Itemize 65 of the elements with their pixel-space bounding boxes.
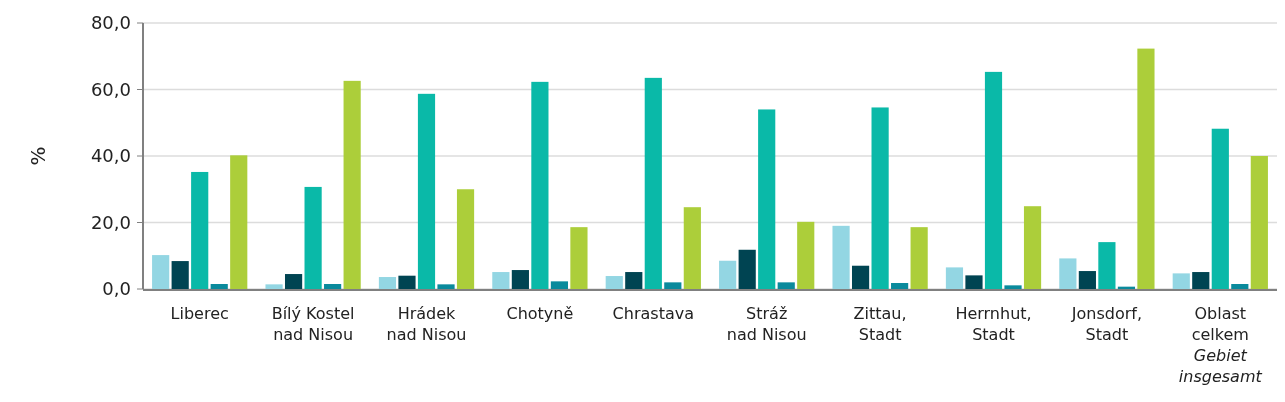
bar [152,255,170,289]
bar [265,284,283,289]
bar [945,267,964,289]
bar [1098,242,1116,289]
bar [719,260,737,289]
bar [644,77,662,289]
bar [284,274,303,289]
bar [1211,128,1229,289]
bar [378,277,397,289]
bar [738,249,756,289]
x-tick-label: Jonsdorf, Stadt [1070,304,1143,344]
bar [210,284,228,289]
bar [758,109,776,289]
bar [304,186,322,289]
bar [550,281,569,289]
bar [683,207,701,289]
bar [1137,48,1155,289]
bar [605,276,623,289]
bar [910,227,928,289]
y-tick-label: 40,0 [90,145,131,167]
bar [456,189,475,289]
bar [191,171,209,289]
bar [1231,284,1249,289]
x-tick-label: Bílý Kostel nad Nisou [271,304,355,344]
bar [984,71,1003,289]
bar [324,284,342,289]
bar [1172,273,1190,289]
bar [777,282,795,289]
bar [1192,272,1210,289]
bar [492,272,510,289]
bar [1078,271,1096,289]
bar [851,265,870,289]
bar [343,80,361,289]
bar [965,275,983,289]
bar [230,155,248,289]
bar [1023,206,1042,289]
bar [531,81,549,289]
bar [511,270,529,289]
bar [437,284,455,289]
x-tick-label: Hrádek nad Nisou [386,304,467,344]
y-tick-label: 60,0 [90,78,131,100]
x-tick-label: Stráž nad Nisou [726,304,807,344]
bar [832,225,850,289]
bar [871,107,889,289]
x-tick-label: Zittau, Stadt [853,304,907,344]
bar [891,283,909,289]
bar [625,272,643,289]
x-tick-label: Chotyně [506,304,574,323]
bar [664,282,682,289]
x-tick-label: Liberec [170,304,229,323]
bar [171,261,189,289]
bar [570,227,588,289]
bar [1059,258,1077,289]
y-tick-label: 80,0 [90,12,131,34]
bar [417,93,436,289]
y-tick-label: 0,0 [102,278,131,300]
x-tick-label: Chrastava [612,304,694,323]
y-tick-label: 20,0 [90,211,131,233]
bar [797,221,815,289]
bar [398,275,416,289]
bar [1250,156,1268,289]
x-tick-label: Oblast celkem Gebiet insgesamt [1178,304,1263,386]
x-tick-label: Herrnhut, Stadt [955,304,1032,344]
bar [1004,285,1022,289]
y-axis-title: % [26,146,50,166]
